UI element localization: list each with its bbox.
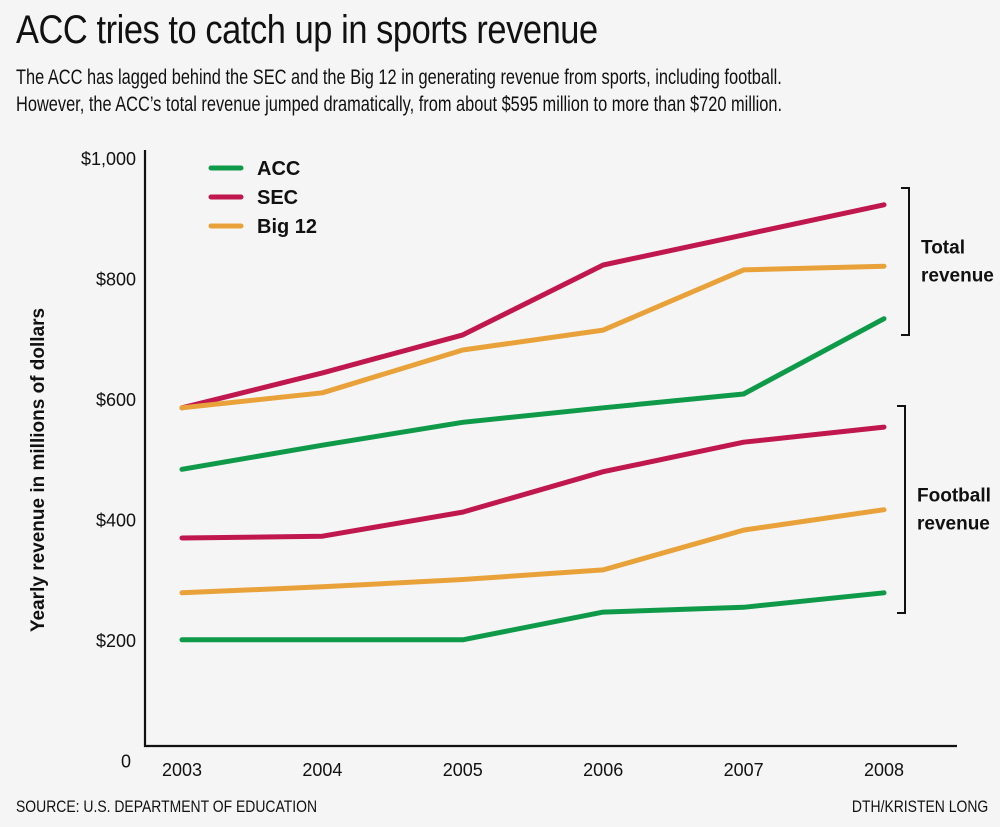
axes bbox=[143, 150, 957, 748]
x-tick-label: 2005 bbox=[443, 760, 483, 780]
group-label: revenue bbox=[921, 266, 994, 287]
series-line-acc-football bbox=[179, 590, 887, 643]
legend-label-big-12: Big 12 bbox=[257, 216, 317, 238]
y-tick-label: $800 bbox=[96, 270, 136, 290]
x-tick-label: 2006 bbox=[583, 760, 623, 780]
subtitle-line: The ACC has lagged behind the SEC and th… bbox=[16, 66, 782, 89]
group-bracket bbox=[901, 187, 910, 336]
y-tick-label: 0 bbox=[121, 752, 131, 772]
chart-title: ACC tries to catch up in sports revenue bbox=[16, 8, 598, 52]
legend-label-acc: ACC bbox=[257, 158, 300, 180]
series-line-big-12-football bbox=[179, 507, 887, 596]
x-tick-label: 2007 bbox=[724, 760, 764, 780]
series-lines bbox=[179, 202, 887, 643]
x-tick-label: 2008 bbox=[864, 760, 904, 780]
group-label: revenue bbox=[917, 514, 990, 535]
group-brackets: Total revenue Football revenue bbox=[897, 187, 994, 614]
x-tick-label: 2004 bbox=[302, 760, 342, 780]
series-line-sec-total bbox=[179, 202, 887, 411]
group-label: Football bbox=[917, 486, 991, 507]
series-line-big-12-total bbox=[179, 263, 887, 411]
source-note: SOURCE: U.S. DEPARTMENT OF EDUCATION bbox=[16, 797, 318, 816]
group-label: Total bbox=[921, 238, 965, 259]
y-axis-title: Yearly revenue in millions of dollars bbox=[28, 308, 49, 632]
axis-lines bbox=[143, 150, 957, 748]
y-tick-label: $400 bbox=[96, 511, 136, 531]
subtitle-line: However, the ACC’s total revenue jumped … bbox=[16, 93, 783, 116]
legend-label-sec: SEC bbox=[257, 187, 298, 209]
y-tick-label: $1,000 bbox=[81, 149, 136, 169]
series-line-sec-football bbox=[179, 424, 887, 541]
credit-note: DTH/KRISTEN LONG bbox=[851, 797, 988, 816]
y-tick-label: $600 bbox=[96, 390, 136, 410]
legend: ACC SEC Big 12 bbox=[208, 158, 317, 238]
chart-subtitle: The ACC has lagged behind the SEC and th… bbox=[16, 64, 782, 118]
x-tick-labels: 2003 2004 2005 2006 2007 2008 bbox=[162, 760, 904, 780]
y-tick-label: $200 bbox=[96, 631, 136, 651]
series-line-acc-total bbox=[179, 316, 887, 472]
group-bracket bbox=[897, 405, 906, 614]
x-tick-label: 2003 bbox=[162, 760, 202, 780]
y-tick-labels: 0 $200 $400 $600 $800 $1,000 bbox=[81, 149, 136, 772]
